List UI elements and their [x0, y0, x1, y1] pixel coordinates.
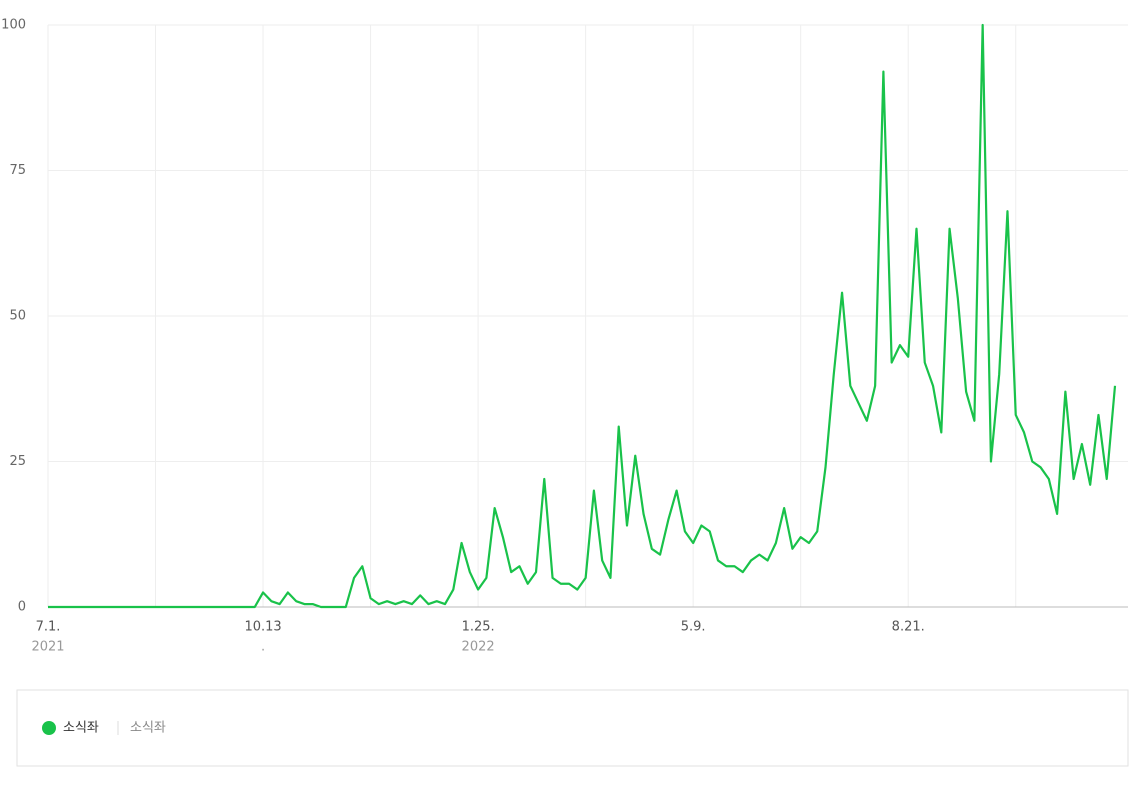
- y-tick-label: 50: [9, 309, 26, 324]
- x-tick-sublabel: .: [261, 640, 265, 655]
- x-tick-label: 8.21.: [892, 620, 925, 635]
- y-tick-label: 25: [9, 454, 26, 469]
- series-line: [48, 23, 1117, 609]
- y-tick-label: 75: [9, 163, 26, 178]
- x-tick-label: 1.25.: [462, 620, 495, 635]
- legend-keywords: 소식좌: [130, 721, 166, 736]
- x-tick-label: 10.13: [244, 620, 281, 635]
- legend-swatch: [42, 721, 56, 735]
- x-tick-sublabel: 2022: [462, 640, 495, 655]
- y-tick-label: 0: [18, 600, 26, 615]
- x-tick-sublabel: 2021: [31, 640, 64, 655]
- x-tick-label: 7.1.: [36, 620, 61, 635]
- legend-name: 소식좌: [63, 721, 99, 736]
- y-tick-label: 100: [1, 18, 26, 33]
- legend-box: [16, 689, 1129, 767]
- x-tick-label: 5.9.: [681, 620, 706, 635]
